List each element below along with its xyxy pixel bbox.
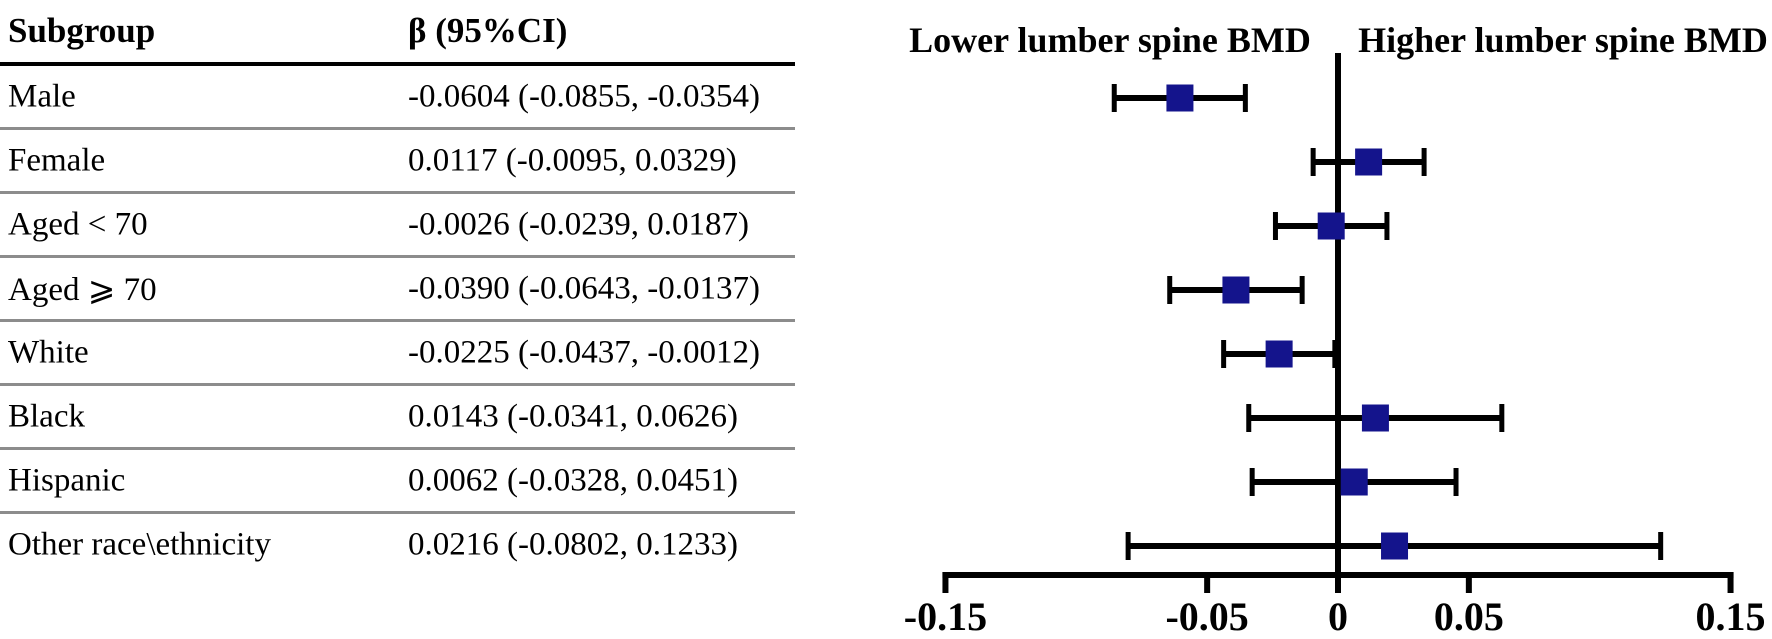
x-tick-label: 0.15	[1696, 594, 1766, 639]
beta-marker	[1166, 84, 1194, 112]
plot-header-higher-bmd: Higher lumber spine BMD	[1358, 20, 1768, 60]
header-subgroup-label: Subgroup	[8, 11, 156, 50]
subgroup-label: Male	[8, 78, 76, 114]
forest-row-5	[1246, 404, 1505, 432]
header-beta-ci-label: β (95%CI)	[408, 11, 568, 50]
beta-marker	[1361, 404, 1389, 432]
table-row: Aged ⩾ 70 -0.0390 (-0.0643, -0.0137)	[0, 258, 795, 322]
subgroup-label: Aged < 70	[8, 206, 148, 242]
beta-ci-value: -0.0225 (-0.0437, -0.0012)	[408, 334, 760, 370]
beta-ci-value: 0.0117 (-0.0095, 0.0329)	[408, 142, 737, 178]
beta-ci-value: 0.0216 (-0.0802, 0.1233)	[408, 526, 738, 562]
forest-row-7	[1125, 532, 1664, 560]
beta-marker	[1222, 276, 1250, 304]
plot-header-lower-bmd: Lower lumber spine BMD	[909, 20, 1311, 60]
table-row: Other race\ethnicity 0.0216 (-0.0802, 0.…	[0, 514, 795, 575]
subgroup-label: Black	[8, 398, 85, 434]
beta-marker	[1381, 532, 1409, 560]
beta-ci-value: -0.0026 (-0.0239, 0.0187)	[408, 206, 749, 242]
forest-row-4	[1221, 340, 1338, 368]
table-row: Male -0.0604 (-0.0855, -0.0354)	[0, 66, 795, 130]
forest-row-6	[1249, 468, 1459, 496]
forest-row-3	[1167, 276, 1305, 304]
table-row: Black 0.0143 (-0.0341, 0.0626)	[0, 386, 795, 450]
table-row: Hispanic 0.0062 (-0.0328, 0.0451)	[0, 450, 795, 514]
subgroup-label: White	[8, 334, 89, 370]
beta-ci-value: -0.0390 (-0.0643, -0.0137)	[408, 270, 760, 306]
table-row: Female 0.0117 (-0.0095, 0.0329)	[0, 130, 795, 194]
subgroup-label: Aged ⩾ 70	[8, 271, 157, 308]
x-tick-label: 0.05	[1434, 594, 1504, 639]
table-header-row: Subgroup β (95%CI)	[0, 0, 795, 66]
forest-row-0	[1111, 84, 1248, 112]
x-tick-label: -0.15	[904, 594, 987, 639]
beta-marker	[1265, 340, 1293, 368]
subgroup-label: Female	[8, 142, 106, 178]
forest-row-2	[1272, 212, 1390, 240]
table-row: Aged < 70 -0.0026 (-0.0239, 0.0187)	[0, 194, 795, 258]
beta-marker	[1355, 148, 1383, 176]
table-row: White -0.0225 (-0.0437, -0.0012)	[0, 322, 795, 386]
subgroup-label: Other race\ethnicity	[8, 526, 271, 562]
forest-row-1	[1310, 148, 1427, 176]
beta-ci-value: 0.0062 (-0.0328, 0.0451)	[408, 462, 738, 498]
beta-marker	[1340, 468, 1368, 496]
x-tick-label: 0	[1328, 594, 1348, 639]
subgroup-table: Subgroup β (95%CI) Male -0.0604 (-0.0855…	[0, 0, 795, 575]
subgroup-label: Hispanic	[8, 462, 126, 498]
x-tick-label: -0.05	[1165, 594, 1248, 639]
beta-ci-value: -0.0604 (-0.0855, -0.0354)	[408, 78, 760, 114]
beta-ci-value: 0.0143 (-0.0341, 0.0626)	[408, 398, 738, 434]
beta-marker	[1317, 212, 1345, 240]
